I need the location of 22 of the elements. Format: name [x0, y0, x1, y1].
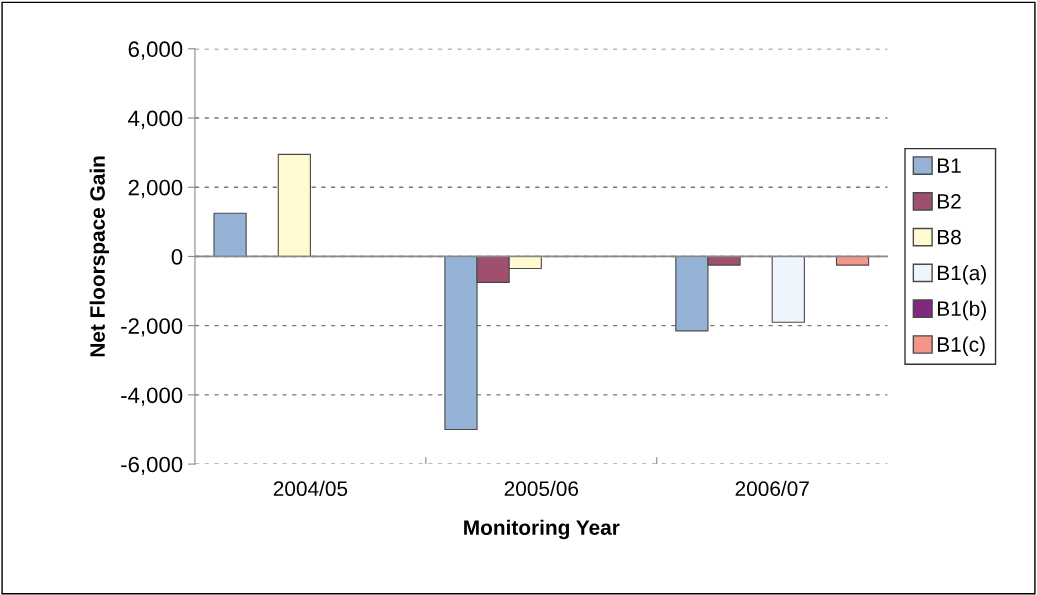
y-axis-title: Net Floorspace Gain	[89, 156, 110, 357]
bar	[835, 255, 870, 266]
y-tick-label: -4,000	[121, 387, 183, 406]
y-tick-label: 4,000	[128, 110, 183, 129]
y-tick-label: 0	[171, 248, 183, 265]
y-tick-label: 2,000	[128, 179, 183, 199]
x-tick-label: 2005/06	[504, 480, 579, 497]
bar	[213, 212, 247, 258]
legend-label: B1(a)	[937, 264, 986, 285]
legend-label: B8	[937, 229, 961, 245]
bar	[771, 255, 805, 323]
x-tick-label: 2006/07	[735, 480, 809, 497]
x-axis-title: Monitoring Year	[464, 519, 620, 540]
legend-label: B1(c)	[937, 336, 985, 356]
legend-label: B2	[937, 193, 961, 209]
legend-label: B1(b)	[937, 300, 986, 321]
bar	[277, 153, 311, 258]
y-tick-label: -6,000	[121, 456, 183, 475]
y-tick-label: 6,000	[128, 41, 183, 60]
y-tick-label: -2,000	[121, 318, 183, 337]
x-tick-label: 2004/05	[273, 480, 348, 497]
legend-label: B1	[937, 158, 961, 173]
